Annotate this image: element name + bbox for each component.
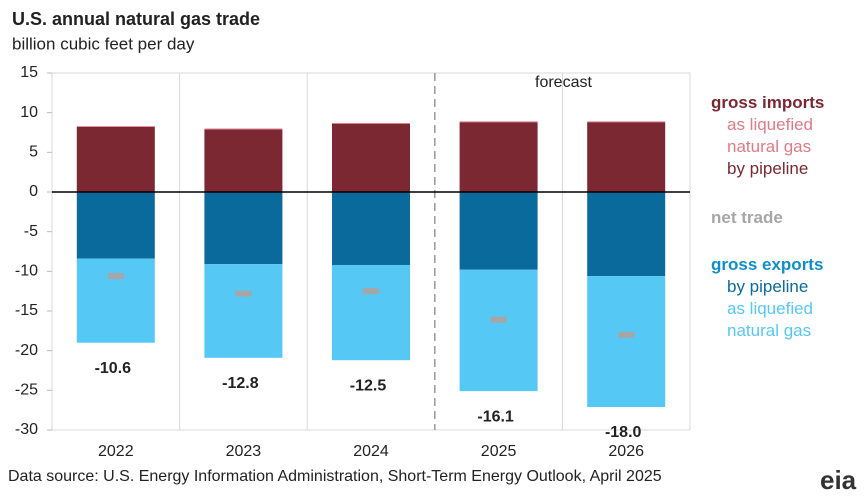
net-marker (363, 288, 379, 295)
data-label: -10.6 (95, 360, 132, 377)
legend-heading: gross imports (711, 93, 825, 112)
bar-segment (204, 128, 283, 130)
x-tick-label: 2026 (608, 443, 644, 460)
legend-entry: as liquefied natural gas (727, 299, 814, 340)
bar-segment (76, 192, 155, 259)
y-tick-label: -30 (15, 421, 38, 438)
chart-title: U.S. annual natural gas trade (12, 9, 260, 29)
bar-segment (332, 264, 410, 361)
bar-segment (459, 122, 538, 192)
logo: eia (820, 465, 857, 495)
net-marker (235, 290, 252, 297)
net-marker (107, 273, 124, 280)
bar-segment (76, 126, 155, 127)
bar-segment (459, 269, 538, 392)
net-marker (490, 316, 507, 323)
y-tick-label: -25 (15, 382, 38, 399)
bar-segment (459, 121, 538, 123)
y-tick-label: -5 (24, 223, 38, 240)
data-label: -16.1 (477, 408, 514, 425)
bar-segment (204, 192, 283, 265)
bar-segment (204, 129, 283, 192)
legend-entry: as liquefied natural gas (727, 115, 814, 156)
source: Data source: U.S. Energy Information Adm… (8, 468, 662, 485)
data-label: -12.5 (350, 377, 387, 394)
plot-frame (51, 72, 691, 431)
x-tick-label: 2023 (226, 443, 262, 460)
chart-subtitle: billion cubic feet per day (12, 34, 195, 53)
x-tick-label: 2022 (98, 443, 134, 460)
legend-entry: by pipeline (727, 159, 809, 178)
y-tick-label: -15 (15, 302, 38, 319)
y-tick-label: 15 (20, 64, 38, 81)
legend-heading: gross exports (711, 255, 824, 274)
y-tick-label: -10 (15, 263, 38, 280)
x-tick-label: 2025 (481, 443, 517, 460)
annotation: forecast (535, 74, 592, 91)
data-label: -18.0 (605, 424, 642, 441)
bar-segment (587, 192, 666, 277)
bar-segment (76, 126, 155, 192)
y-tick-label: 5 (29, 144, 38, 161)
y-tick-label: 10 (20, 104, 38, 121)
bar-segment (332, 123, 410, 192)
bar-segment (76, 258, 155, 343)
bar-segment (587, 276, 666, 407)
bar-segment (332, 122, 410, 124)
x-tick-label: 2024 (353, 443, 389, 460)
data-label: -12.8 (222, 375, 259, 392)
legend-entry: net trade (711, 208, 783, 227)
legend-entry: by pipeline (727, 277, 809, 296)
bar-segment (587, 122, 666, 192)
net-marker (618, 331, 635, 338)
y-tick-label: 0 (29, 183, 38, 200)
bar-segment (587, 121, 666, 123)
y-tick-label: -20 (15, 342, 38, 359)
bar-segment (459, 192, 538, 270)
bar-segment (204, 264, 283, 358)
bar-segment (332, 192, 410, 265)
